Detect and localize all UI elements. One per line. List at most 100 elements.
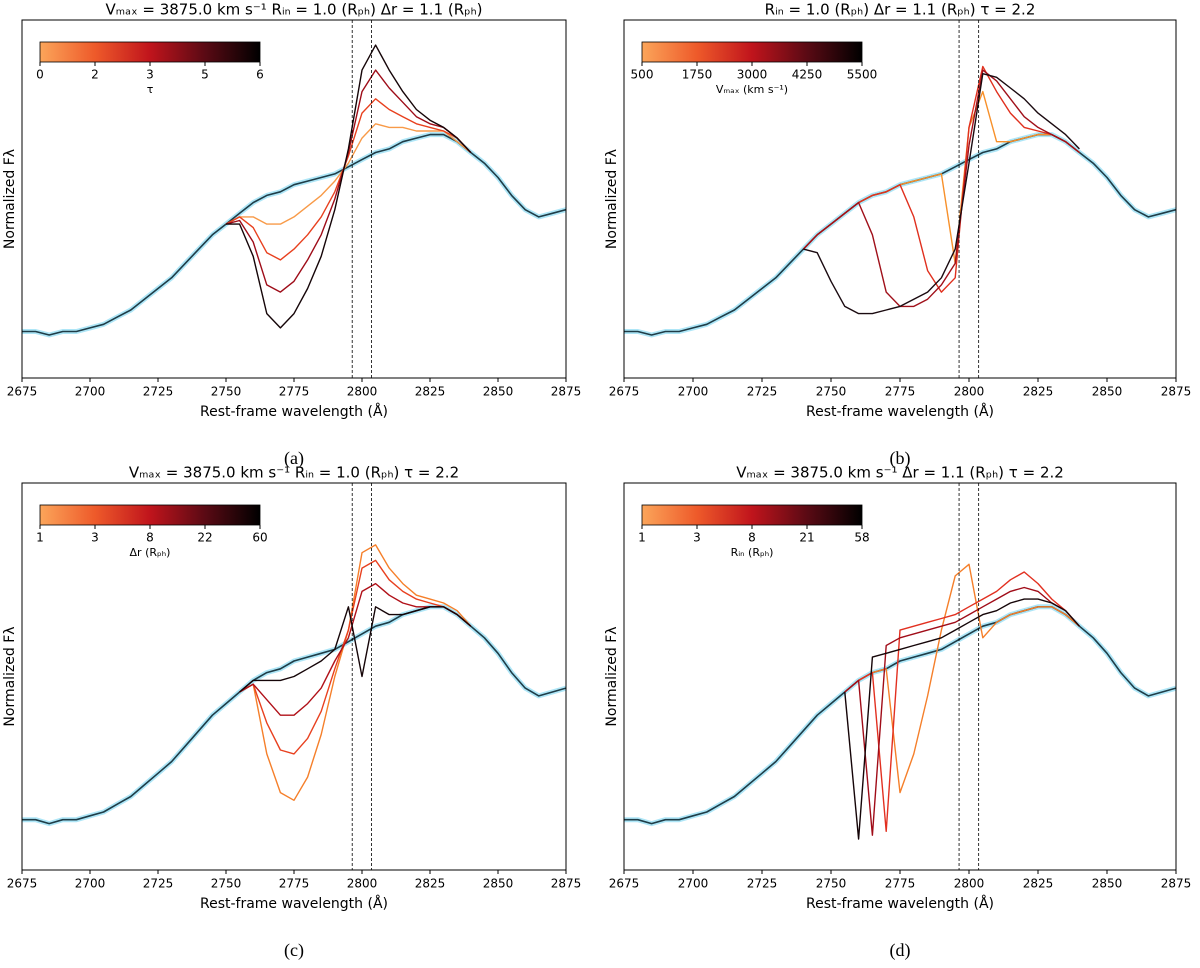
x-tick-label: 2675 (7, 877, 38, 891)
model-spectrum (225, 69, 472, 293)
colorbar-label: τ (147, 83, 154, 96)
panel-title: Vₘₐₓ = 3875.0 km s⁻¹ Δr = 1.1 (Rₚₕ) τ = … (736, 464, 1064, 482)
colorbar-tick-label: 3000 (737, 68, 768, 82)
colorbar-tick-label: 2 (91, 68, 99, 82)
caption: (b) (890, 448, 911, 469)
x-tick-label: 2850 (1092, 877, 1123, 891)
colorbar-tick-label: 3 (91, 531, 99, 545)
colorbar-tick-label: 21 (799, 531, 814, 545)
model-spectrum (844, 571, 1080, 832)
colorbar-tick-label: 22 (197, 531, 212, 545)
x-tick-label: 2875 (1161, 877, 1192, 891)
axes-frame (21, 482, 567, 871)
spectrum-error-band (624, 132, 1176, 338)
colorbar-tick-label: 5500 (847, 68, 878, 82)
plot-area (22, 544, 566, 827)
x-tick-label: 2775 (885, 877, 916, 891)
model-spectrum (225, 98, 472, 261)
colorbar-tick-label: 1 (638, 531, 646, 545)
x-tick-label: 2725 (747, 877, 778, 891)
colorbar-tick-label: 58 (854, 531, 869, 545)
x-tick-label: 2825 (415, 877, 446, 891)
model-spectrum (239, 559, 472, 755)
panel-title: Rᵢₙ = 1.0 (Rₚₕ) Δr = 1.1 (Rₚₕ) τ = 2.2 (765, 1, 1036, 19)
model-spectrum (239, 582, 472, 716)
x-tick-label: 2800 (954, 385, 985, 399)
colorbar-tick-label: 6 (256, 68, 264, 82)
caption: (a) (284, 448, 304, 469)
colorbar-tick-label: 4250 (792, 68, 823, 82)
plot-area (624, 563, 1176, 840)
model-spectrum (844, 586, 1080, 836)
x-tick-label: 2850 (483, 385, 514, 399)
colorbar-tick-label: 5 (201, 68, 209, 82)
x-tick-label: 2750 (816, 877, 847, 891)
model-spectrum (239, 544, 472, 801)
x-tick-label: 2675 (609, 877, 640, 891)
colorbar-tick-label: 8 (146, 531, 154, 545)
model-spectrum (802, 90, 1080, 265)
panel-title: Vₘₐₓ = 3875.0 km s⁻¹ Rᵢₙ = 1.0 (Rₚₕ) τ =… (129, 464, 459, 482)
x-tick-label: 2700 (678, 385, 709, 399)
x-tick-label: 2850 (1092, 385, 1123, 399)
colorbar-tick-label: 1 (36, 531, 44, 545)
x-tick-label: 2700 (678, 877, 709, 891)
x-tick-label: 2750 (211, 877, 242, 891)
plot-area (22, 44, 566, 338)
x-tick-label: 2800 (954, 877, 985, 891)
axes-frame (623, 482, 1177, 871)
x-tick-label: 2875 (551, 877, 582, 891)
colorbar-tick-label: 60 (252, 531, 267, 545)
model-spectrum (844, 598, 1080, 840)
x-axis-label: Rest-frame wavelength (Å) (806, 403, 994, 420)
x-axis-label: Rest-frame wavelength (Å) (806, 895, 994, 912)
x-tick-label: 2675 (609, 385, 640, 399)
axes-frame (21, 19, 567, 379)
x-tick-label: 2825 (415, 385, 446, 399)
x-tick-label: 2700 (75, 385, 106, 399)
colorbar-tick-label: 3 (693, 531, 701, 545)
x-tick-label: 2725 (143, 877, 174, 891)
colorbar (39, 504, 261, 526)
colorbar-label: Vₘₐₓ (km s⁻¹) (716, 83, 788, 96)
model-spectrum (239, 606, 472, 693)
panel-title: Vₘₐₓ = 3875.0 km s⁻¹ Rᵢₙ = 1.0 (Rₚₕ) Δr … (105, 1, 482, 19)
x-tick-label: 2775 (279, 877, 310, 891)
plot-area (624, 65, 1176, 338)
caption: (c) (284, 940, 304, 961)
observed-spectrum (624, 606, 1176, 825)
x-tick-label: 2750 (211, 385, 242, 399)
colorbar (39, 41, 261, 63)
colorbar-tick-label: 0 (36, 68, 44, 82)
x-axis-label: Rest-frame wavelength (Å) (200, 403, 388, 420)
colorbar-tick-label: 1750 (682, 68, 713, 82)
x-tick-label: 2750 (816, 385, 847, 399)
spectrum-error-band (22, 132, 566, 338)
colorbar-label: Rᵢₙ (Rₚₕ) (731, 546, 774, 559)
model-spectrum (803, 73, 1080, 315)
colorbar-tick-label: 500 (631, 68, 654, 82)
x-tick-label: 2725 (143, 385, 174, 399)
y-axis-label: Normalized Fλ (2, 149, 18, 249)
colorbar-label: Δr (Rₚₕ) (130, 546, 171, 559)
x-tick-label: 2700 (75, 877, 106, 891)
colorbar (641, 504, 863, 526)
x-tick-label: 2775 (279, 385, 310, 399)
y-axis-label: Normalized Fλ (604, 626, 620, 726)
colorbar-tick-label: 3 (146, 68, 154, 82)
observed-spectrum (22, 606, 566, 825)
x-tick-label: 2725 (747, 385, 778, 399)
observed-spectrum (22, 133, 566, 336)
colorbar (641, 41, 863, 63)
x-tick-label: 2775 (885, 385, 916, 399)
x-tick-label: 2800 (347, 877, 378, 891)
y-axis-label: Normalized Fλ (604, 149, 620, 249)
x-tick-label: 2800 (347, 385, 378, 399)
colorbar-tick-label: 8 (748, 531, 756, 545)
x-tick-label: 2675 (7, 385, 38, 399)
x-tick-label: 2825 (1023, 877, 1054, 891)
x-tick-label: 2875 (551, 385, 582, 399)
model-spectrum (802, 69, 1080, 308)
model-spectrum (225, 123, 472, 225)
